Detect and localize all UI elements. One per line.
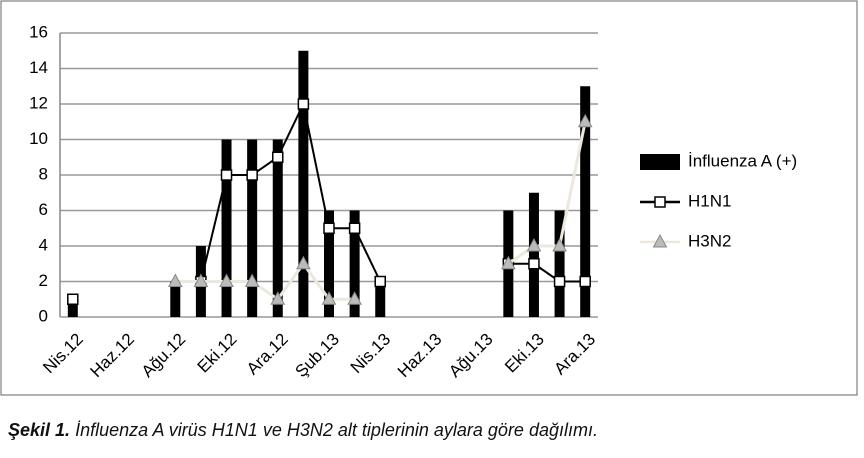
x-tick-label: Şub.13 <box>291 330 343 382</box>
y-tick-label: 4 <box>39 235 48 254</box>
bar <box>67 299 78 317</box>
marker <box>220 169 233 181</box>
bar <box>247 139 258 317</box>
bar <box>528 192 539 317</box>
marker <box>246 169 258 181</box>
marker <box>348 222 361 234</box>
x-tick-label: Eki.13 <box>501 330 548 377</box>
x-tick-label: Eki.12 <box>194 330 241 377</box>
caption-text: İnfluenza A virüs H1N1 ve H3N2 alt tiple… <box>75 420 598 440</box>
y-tick-label: 2 <box>39 271 48 290</box>
x-tick-label: Nis.12 <box>39 330 87 378</box>
marker <box>654 196 666 208</box>
legend-swatch <box>640 154 680 170</box>
bar <box>298 50 309 317</box>
marker <box>297 98 310 110</box>
chart-frame <box>0 0 858 396</box>
legend-label: H3N2 <box>688 231 731 250</box>
marker <box>374 275 386 288</box>
x-tick-label: Ağu.12 <box>138 330 190 382</box>
bar <box>580 86 591 317</box>
marker <box>167 273 183 287</box>
x-tick-label: Ağu.13 <box>445 330 497 382</box>
marker <box>553 275 566 288</box>
marker <box>219 273 234 287</box>
marker <box>323 222 335 234</box>
marker <box>579 275 591 288</box>
marker <box>577 113 593 128</box>
legend-label: H1N1 <box>688 191 731 210</box>
y-tick-label: 14 <box>29 58 48 77</box>
caption-label: Şekil 1. <box>8 420 71 440</box>
bar <box>272 139 283 317</box>
marker <box>193 273 209 287</box>
y-tick-label: 10 <box>29 129 48 148</box>
bar <box>324 210 334 317</box>
marker <box>552 237 567 252</box>
legend-label: İnfluenza A (+) <box>688 151 797 170</box>
line <box>199 100 586 283</box>
y-tick-label: 0 <box>39 306 48 325</box>
bar <box>349 210 360 317</box>
bar <box>170 281 181 317</box>
marker <box>270 291 286 305</box>
x-tick-label: Ara.13 <box>550 330 599 379</box>
marker <box>296 255 311 270</box>
bar <box>554 210 565 317</box>
marker <box>652 233 668 248</box>
y-tick-label: 6 <box>39 200 48 219</box>
y-tick-label: 12 <box>29 93 48 112</box>
marker <box>500 255 516 270</box>
x-tick-label: Haz.12 <box>87 330 139 382</box>
caption: Şekil 1. İnfluenza A virüs H1N1 ve H3N2 … <box>8 420 598 441</box>
marker <box>321 291 337 305</box>
marker <box>67 293 79 305</box>
bar <box>221 139 232 317</box>
x-tick-label: Nis.13 <box>347 330 395 378</box>
marker <box>272 151 284 163</box>
marker <box>244 273 260 287</box>
x-tick-label: Haz.13 <box>394 330 446 382</box>
y-tick-label: 8 <box>39 164 48 183</box>
marker <box>526 237 542 252</box>
x-tick-label: Ara.12 <box>243 330 292 379</box>
y-tick-label: 16 <box>29 22 48 41</box>
marker <box>528 258 540 270</box>
bar <box>375 281 386 317</box>
marker <box>347 291 362 305</box>
